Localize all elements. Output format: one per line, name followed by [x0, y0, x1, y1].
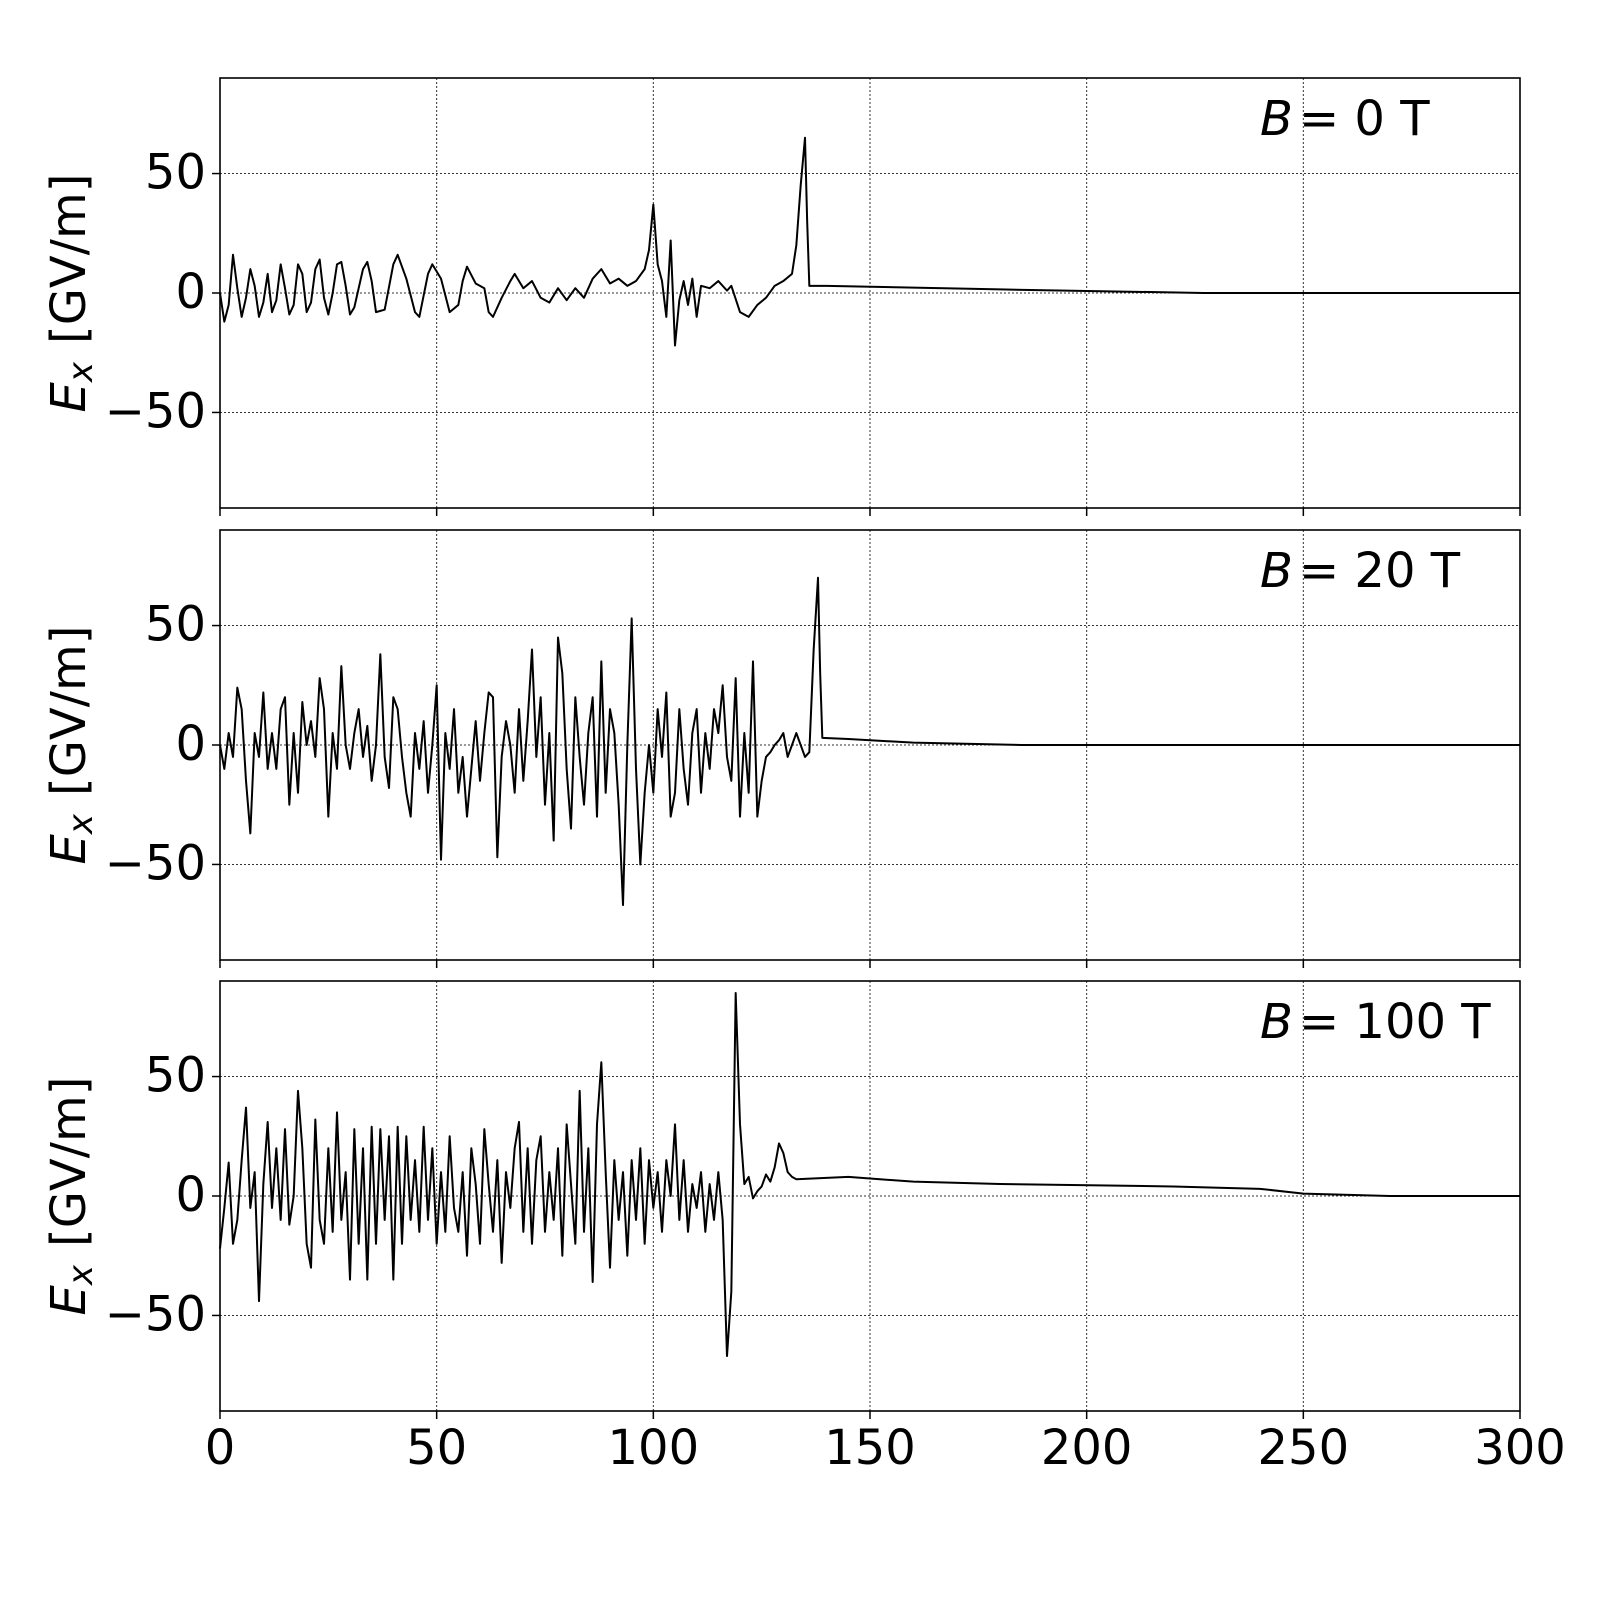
annotation-symbol: B: [1260, 91, 1293, 147]
y-label-subscript: x: [61, 1264, 101, 1286]
annotation: B = 0 T: [1260, 91, 1430, 147]
annotation-symbol: B: [1260, 994, 1293, 1050]
x-tick-label: 200: [1041, 1420, 1133, 1476]
y-label-subscript: x: [61, 813, 101, 835]
x-tick-label: 100: [608, 1420, 700, 1476]
panel: −50 0 50 Ex [GV/m] B = 0 T: [41, 77, 1521, 516]
y-tick-label: 0: [175, 1167, 206, 1223]
annotation-text: = 0 T: [1299, 91, 1430, 147]
annotation-text: = 20 T: [1299, 543, 1461, 599]
y-tick-label: −50: [105, 1286, 206, 1342]
y-axis-label: Ex [GV/m]: [41, 1077, 101, 1316]
x-tick-label: 150: [824, 1420, 916, 1476]
y-tick-label: 50: [145, 597, 206, 653]
y-tick-label: 50: [145, 1048, 206, 1104]
y-label-unit: [GV/m]: [41, 174, 97, 344]
y-label-unit: [GV/m]: [41, 1077, 97, 1247]
y-label-symbol: E: [41, 381, 97, 412]
annotation-symbol: B: [1260, 543, 1293, 599]
panel: 0 50 100 150 200 250 300 −50 0 50 Ex [GV/m] B = 100 T: [41, 980, 1566, 1476]
x-tick-label: 300: [1474, 1420, 1566, 1476]
y-tick-label: −50: [105, 383, 206, 439]
plot-frame: [219, 529, 1521, 961]
annotation: B = 100 T: [1260, 994, 1491, 1050]
plot-frame: [219, 77, 1521, 509]
x-tick-label: 250: [1258, 1420, 1350, 1476]
y-label-subscript: x: [61, 361, 101, 383]
annotation: B = 20 T: [1260, 543, 1461, 599]
y-tick-label: 0: [175, 264, 206, 320]
panel: −50 0 50 Ex [GV/m] B = 20 T: [41, 529, 1521, 968]
y-label-symbol: E: [41, 1284, 97, 1315]
y-tick-label: −50: [105, 835, 206, 891]
data-line: [219, 991, 1520, 1358]
y-label-symbol: E: [41, 833, 97, 864]
y-tick-label: 50: [145, 145, 206, 201]
data-line: [219, 136, 1520, 347]
plot-frame: [219, 980, 1521, 1412]
x-tick-label: 0: [205, 1420, 236, 1476]
y-label-unit: [GV/m]: [41, 626, 97, 796]
y-axis-label: Ex [GV/m]: [41, 626, 101, 865]
y-tick-label: 0: [175, 716, 206, 772]
annotation-text: = 100 T: [1299, 994, 1491, 1050]
y-axis-label: Ex [GV/m]: [41, 174, 101, 413]
x-tick-label: 50: [406, 1420, 467, 1476]
data-line: [219, 576, 1520, 907]
